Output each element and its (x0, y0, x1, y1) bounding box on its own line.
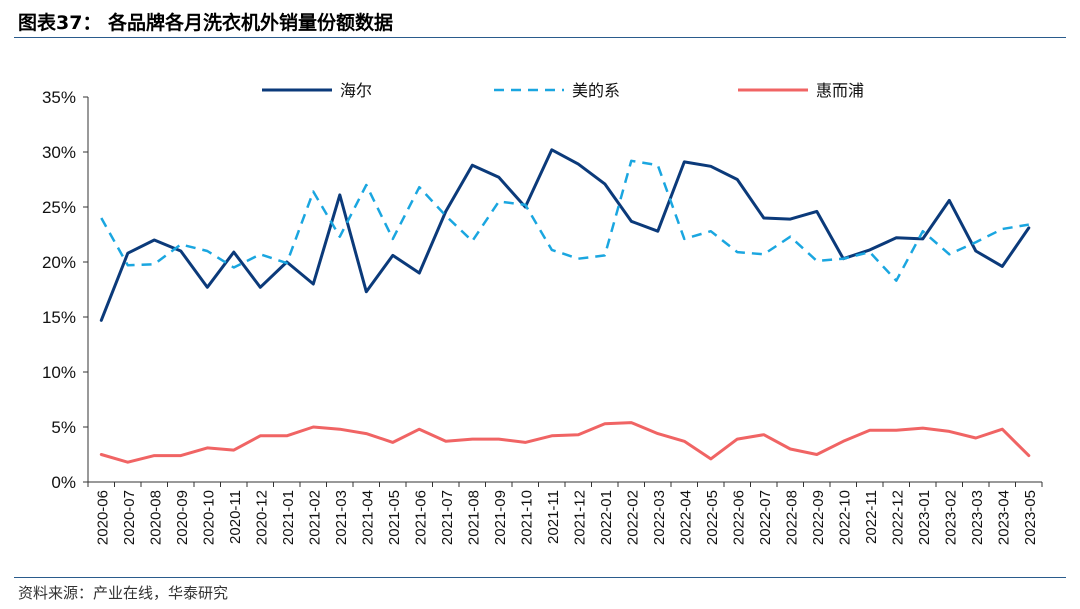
x-tick-label: 2021-09 (492, 490, 509, 545)
x-tick-label: 2022-03 (651, 490, 668, 545)
x-tick-label: 2020-09 (174, 490, 191, 545)
y-tick-label: 35% (42, 88, 76, 107)
x-tick-label: 2020-08 (147, 490, 164, 545)
series-line-2 (99, 421, 1031, 464)
x-tick-label: 2020-11 (227, 490, 244, 544)
x-tick-label: 2022-12 (889, 490, 906, 545)
x-tick-label: 2022-10 (836, 490, 853, 545)
x-tick-label: 2022-01 (598, 490, 615, 545)
x-tick-label: 2020-10 (200, 490, 217, 545)
y-tick-label: 15% (42, 308, 76, 327)
x-tick-label: 2022-08 (783, 490, 800, 545)
x-tick-label: 2021-07 (439, 490, 456, 545)
x-tick-label: 2021-04 (359, 490, 376, 545)
x-tick-label: 2021-11 (545, 490, 562, 544)
y-tick-label: 20% (42, 253, 76, 272)
legend-label-0: 海尔 (340, 81, 372, 100)
x-tick-label: 2023-01 (916, 490, 933, 545)
x-tick-label: 2021-10 (518, 490, 535, 545)
x-tick-label: 2023-04 (995, 490, 1012, 545)
legend-label-2: 惠而浦 (816, 81, 864, 100)
x-tick-label: 2021-08 (465, 490, 482, 545)
x-tick-label: 2021-05 (386, 490, 403, 545)
x-tick-label: 2022-04 (677, 490, 694, 545)
x-tick-label: 2022-09 (810, 490, 827, 545)
x-tick-label: 2023-03 (969, 490, 986, 545)
y-tick-label: 5% (51, 418, 76, 437)
y-tick-label: 25% (42, 198, 76, 217)
chart-series (99, 148, 1031, 464)
x-tick-label: 2020-12 (253, 490, 270, 545)
y-tick-label: 30% (42, 143, 76, 162)
x-tick-label: 2022-02 (624, 490, 641, 545)
x-tick-label: 2021-02 (306, 490, 323, 545)
x-tick-label: 2022-07 (757, 490, 774, 545)
y-tick-label: 10% (42, 363, 76, 382)
x-tick-label: 2020-07 (121, 490, 138, 545)
x-tick-label: 2021-01 (280, 490, 297, 545)
chart-legend: 海尔 美的系 惠而浦 (262, 81, 864, 100)
x-tick-label: 2021-12 (571, 490, 588, 545)
series-line-0 (99, 148, 1031, 322)
x-tick-label: 2023-05 (1022, 490, 1039, 545)
legend-label-1: 美的系 (572, 81, 620, 100)
y-tick-label: 0% (51, 473, 76, 492)
x-tick-label: 2020-06 (94, 490, 111, 545)
chart-axes: 0% 5% 10% 15% 20% 25% 30% 35% 2020-06 2020-07 2020… (42, 88, 1043, 545)
x-tick-label: 2021-06 (412, 490, 429, 545)
source-note: 资料来源：产业在线，华泰研究 (18, 584, 229, 602)
footer-divider (14, 577, 1066, 578)
series-line-1 (100, 159, 1030, 282)
x-tick-label: 2022-06 (730, 490, 747, 545)
page-title: 图表37： 各品牌各月洗衣机外销量份额数据 (18, 12, 394, 34)
title-divider (14, 37, 1066, 38)
x-tick-label: 2022-05 (704, 490, 721, 545)
x-tick-label: 2021-03 (333, 490, 350, 545)
x-tick-label: 2022-11 (863, 490, 880, 544)
x-tick-label: 2023-02 (942, 490, 959, 545)
